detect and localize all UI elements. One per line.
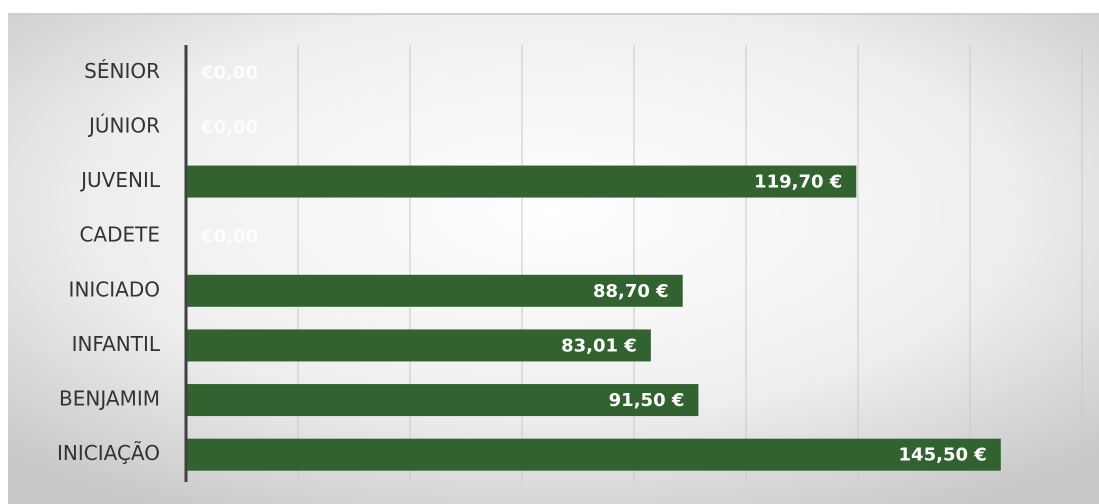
y-tick-label: SÉNIOR (84, 59, 160, 83)
bar (186, 165, 857, 198)
bar (186, 438, 1001, 471)
y-tick-label: BENJAMIM (59, 387, 160, 411)
bar (186, 384, 699, 417)
bar (186, 274, 683, 307)
y-tick-label: JÚNIOR (87, 113, 160, 137)
value-label: €0,00 (200, 62, 258, 83)
value-label: 83,01 € (561, 335, 637, 356)
value-label: 88,70 € (593, 281, 669, 302)
value-label: 91,50 € (609, 390, 685, 411)
y-tick-label: INICIADO (69, 277, 160, 301)
value-label: 145,50 € (899, 445, 987, 466)
y-tick-label: INICIAÇÃO (57, 441, 160, 465)
plot-background (8, 14, 1099, 504)
value-label: 119,70 € (754, 172, 842, 193)
value-label: €0,00 (200, 226, 258, 247)
value-label: €0,00 (200, 117, 258, 138)
y-tick-label: JUVENIL (79, 168, 161, 192)
y-tick-label: INFANTIL (72, 332, 161, 356)
bar (186, 329, 651, 362)
y-tick-label: CADETE (79, 223, 160, 247)
